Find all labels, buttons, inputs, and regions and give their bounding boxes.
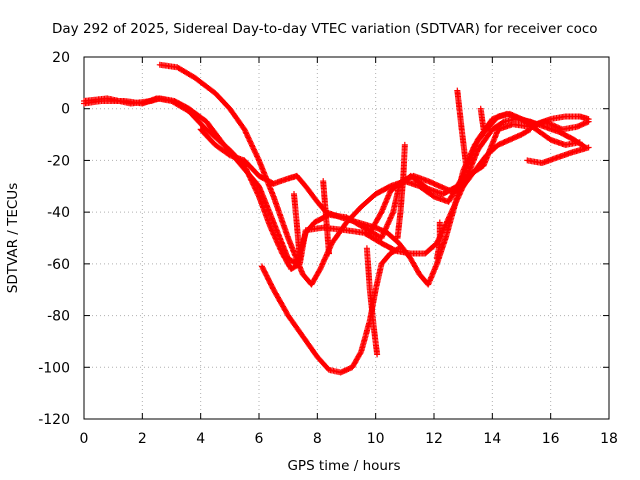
data-marks-pass-e bbox=[258, 245, 402, 376]
plot-frame bbox=[83, 56, 610, 420]
data-marks-spike-6 bbox=[477, 105, 487, 133]
series-pass-g bbox=[524, 144, 592, 166]
series-pass-d bbox=[197, 110, 592, 288]
y-tick-label: 20 bbox=[52, 50, 70, 66]
series-pass-e bbox=[258, 245, 402, 376]
x-tick-label: 16 bbox=[542, 431, 560, 447]
x-tick-label: 12 bbox=[425, 431, 443, 447]
axes bbox=[83, 56, 610, 420]
data-marks-spike-1 bbox=[291, 191, 303, 262]
series-pass-c bbox=[81, 95, 589, 272]
data-marks-spike-3 bbox=[363, 245, 381, 358]
y-axis-label: SDTVAR / TECUs bbox=[5, 183, 21, 293]
series-spike-6 bbox=[477, 105, 487, 133]
grid bbox=[84, 57, 609, 419]
y-tick-label: -120 bbox=[38, 412, 70, 428]
x-tick-label: 4 bbox=[196, 431, 205, 447]
data-marks-spike-4 bbox=[394, 141, 408, 241]
data-marks-pass-f bbox=[366, 126, 534, 236]
y-tick-label: -80 bbox=[47, 309, 70, 325]
x-tick-label: 10 bbox=[367, 431, 385, 447]
x-tick-label: 6 bbox=[255, 431, 264, 447]
x-tick-label: 14 bbox=[483, 431, 501, 447]
x-axis-label: GPS time / hours bbox=[287, 458, 400, 474]
data-marks-pass-g bbox=[524, 144, 592, 166]
series-spike-5 bbox=[454, 87, 470, 169]
data-marks-spike-5 bbox=[454, 87, 470, 169]
y-tick-label: -40 bbox=[47, 205, 70, 221]
series-spike-1 bbox=[291, 191, 303, 262]
chart-title: Day 292 of 2025, Sidereal Day-to-day VTE… bbox=[52, 21, 598, 37]
y-tick-label: 0 bbox=[61, 102, 70, 118]
data-series bbox=[81, 61, 592, 376]
data-marks-spike-2 bbox=[320, 178, 332, 257]
x-tick-label: 0 bbox=[80, 431, 89, 447]
x-tick-label: 2 bbox=[138, 431, 147, 447]
series-spike-4 bbox=[394, 141, 408, 241]
x-tick-label: 18 bbox=[600, 431, 618, 447]
data-marks-pass-b bbox=[156, 61, 583, 288]
data-marks-pass-c bbox=[81, 95, 589, 272]
x-tick-label: 8 bbox=[313, 431, 322, 447]
series-spike-7 bbox=[433, 219, 443, 262]
series-pass-b bbox=[156, 61, 583, 288]
series-spike-3 bbox=[363, 245, 381, 358]
series-pass-f bbox=[366, 126, 534, 236]
y-tick-label: -60 bbox=[47, 257, 70, 273]
tick-labels: 0 2 4 6 8 10 12 14 16 18 20 0 -20 -40 -60 -80 -100 -120 bbox=[38, 50, 618, 447]
y-tick-label: -100 bbox=[38, 360, 70, 376]
y-tick-label: -20 bbox=[47, 153, 70, 169]
data-marks-pass-d bbox=[197, 110, 592, 288]
data-marks-spike-7 bbox=[433, 219, 443, 262]
series-spike-2 bbox=[320, 178, 332, 257]
